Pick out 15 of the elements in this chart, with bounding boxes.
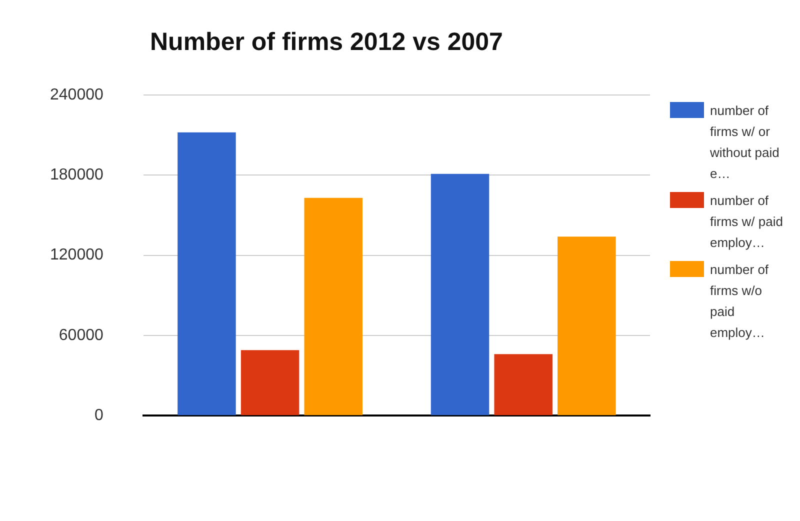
legend-label: number of firms w/ or without paid e… — [710, 102, 780, 183]
chart-title: Number of firms 2012 vs 2007 — [150, 28, 503, 57]
y-tick-label: 60000 — [58, 326, 104, 344]
y-tick-label: 240000 — [50, 86, 104, 104]
bar — [304, 198, 362, 416]
y-tick-label: 180000 — [50, 166, 104, 184]
bar — [430, 174, 490, 416]
bar — [178, 132, 236, 416]
y-tick-label: 120000 — [50, 246, 104, 264]
y-tick-label: 0 — [94, 407, 104, 424]
bar — [240, 350, 300, 416]
legend-label: number of firms w/ paid employ… — [710, 192, 784, 252]
bar — [558, 236, 616, 416]
bar — [494, 354, 552, 416]
legend-label: number of firms w/o paid employ… — [710, 261, 770, 342]
